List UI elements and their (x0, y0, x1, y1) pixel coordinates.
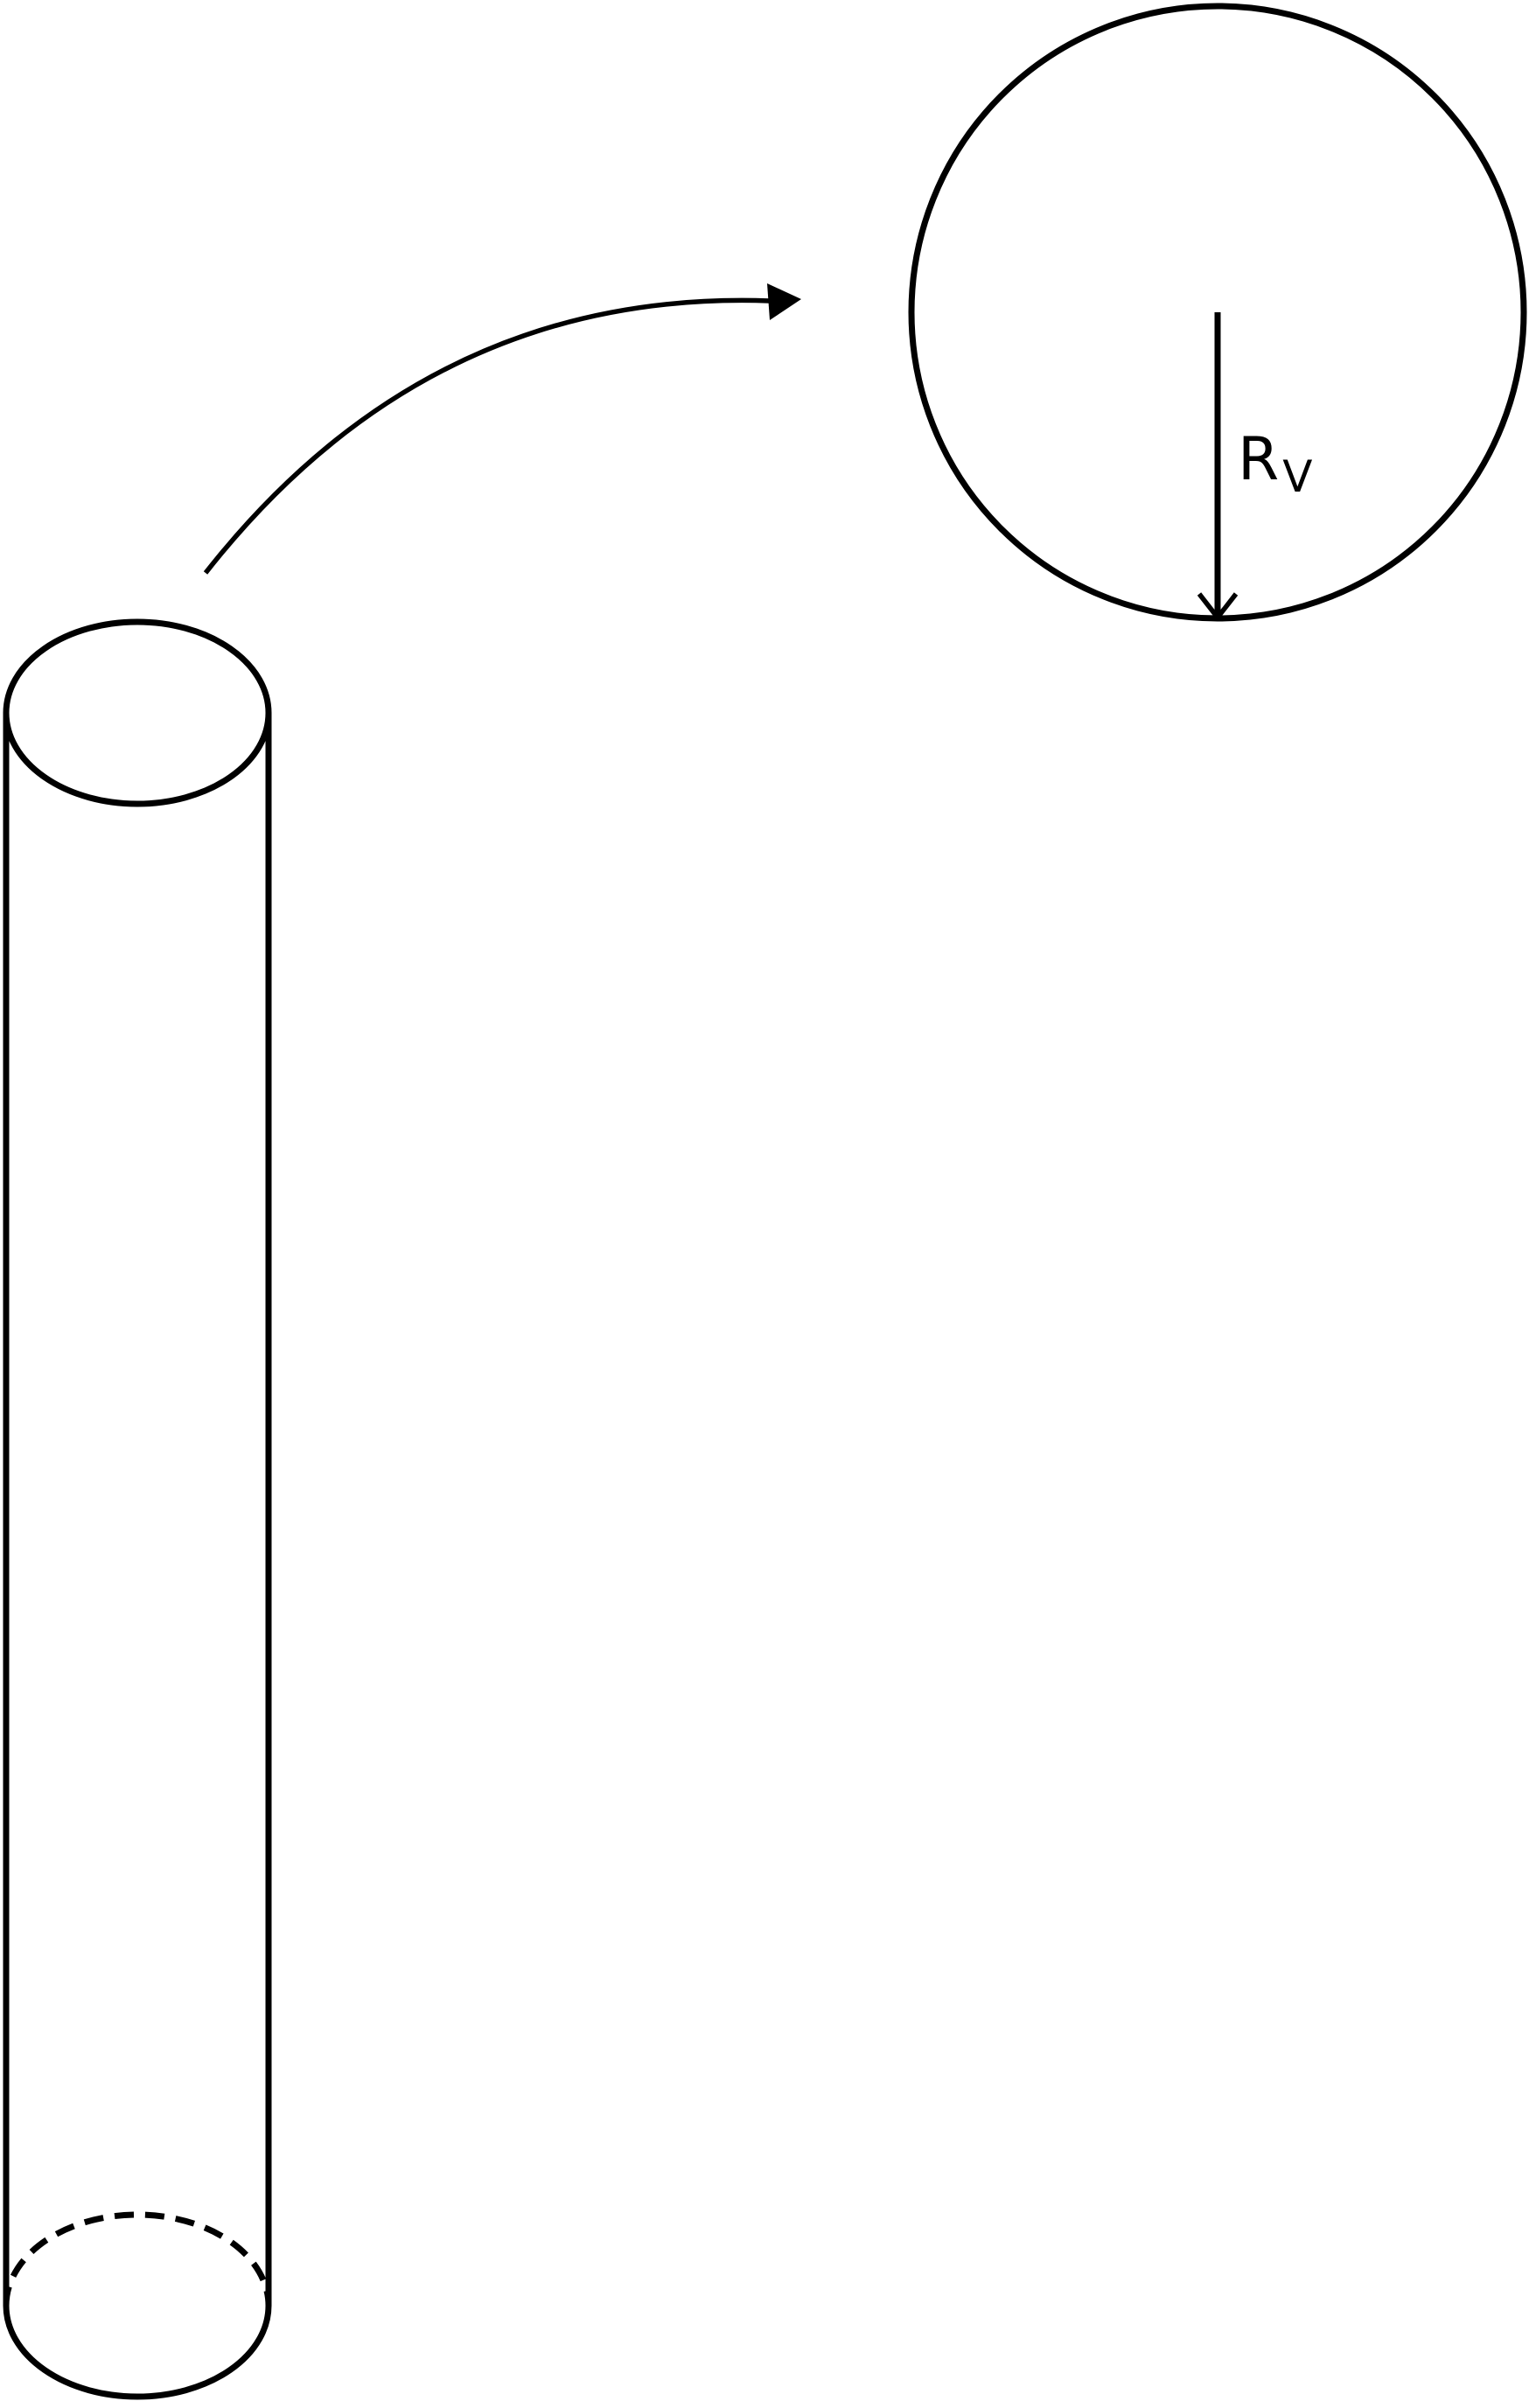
cylinder-top-ellipse (3, 618, 272, 807)
radius-label-subscript: V (1282, 451, 1312, 502)
curved-arrow-shaft (203, 297, 771, 575)
curved-arrow-head (767, 283, 801, 320)
cylinder-bottom-hidden-arc (3, 2211, 272, 2307)
cylinder-bottom-visible-arc (3, 2305, 272, 2400)
radius-label-main: R (1238, 425, 1279, 494)
cross-section: RV (908, 3, 1527, 622)
cylinder (3, 618, 272, 2400)
curved-arrow (203, 283, 801, 575)
radius-label: RV (1238, 425, 1312, 502)
radius-arrowhead (1197, 592, 1239, 622)
